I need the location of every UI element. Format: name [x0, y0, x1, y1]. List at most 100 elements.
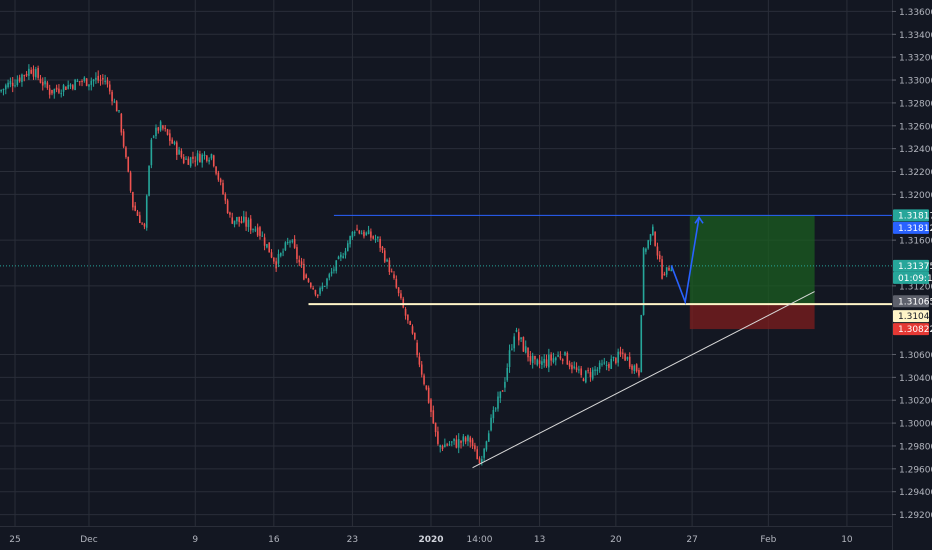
- candle-down: [58, 84, 60, 95]
- candle-body: [203, 154, 206, 157]
- candle-body: [148, 165, 150, 196]
- candle-up: [152, 135, 155, 139]
- candle-body: [460, 440, 462, 443]
- candle-down: [379, 236, 381, 252]
- candle-down: [129, 170, 132, 193]
- candle-body: [584, 370, 587, 383]
- candle-down: [226, 198, 229, 214]
- candle-body: [196, 153, 199, 161]
- candle-body: [104, 80, 106, 82]
- candle-down: [582, 377, 585, 382]
- candle-body: [270, 252, 273, 258]
- candle-down: [529, 351, 532, 365]
- candle-up: [118, 109, 120, 113]
- candle-up: [291, 239, 294, 244]
- candle-down: [256, 223, 259, 238]
- candle-body: [534, 355, 536, 360]
- x-axis: 25 Dec 9 16 23 2020 14:00 13 20 27 Feb 10: [0, 526, 892, 550]
- candle-down: [358, 229, 361, 235]
- candle-down: [108, 80, 111, 95]
- y-tick-label: 1.30000: [899, 420, 932, 430]
- candle-body: [171, 139, 173, 144]
- candle-body: [115, 101, 118, 112]
- candle-body: [92, 79, 95, 82]
- candle-body: [199, 153, 201, 163]
- candle-body: [65, 86, 67, 90]
- candle-body: [189, 157, 192, 167]
- candle-body: [511, 348, 513, 350]
- candle-body: [90, 80, 93, 85]
- candle-body: [658, 254, 661, 260]
- candle-up: [150, 137, 153, 169]
- candle-up: [457, 433, 460, 454]
- price-label-text: 1.31065: [898, 297, 932, 307]
- candle-down: [397, 287, 400, 297]
- candle-body: [256, 227, 259, 236]
- candle-up: [330, 267, 333, 277]
- candle-body: [444, 444, 446, 448]
- candle-up: [487, 430, 490, 442]
- candle-up: [649, 233, 652, 246]
- candle-body: [388, 260, 391, 273]
- candle-body: [550, 354, 552, 361]
- y-tick-label: 1.33400: [899, 31, 932, 41]
- candle-body: [254, 229, 257, 231]
- candle-down: [180, 148, 183, 159]
- candle-up: [596, 367, 599, 375]
- candle-down: [25, 71, 28, 77]
- price-label-bg: [893, 259, 929, 272]
- candle-down: [517, 328, 520, 346]
- candle-body: [494, 408, 497, 410]
- candle-up: [494, 407, 497, 412]
- candle-down: [416, 339, 418, 358]
- candle-body: [120, 113, 123, 133]
- candle-body: [215, 166, 217, 174]
- candle-body: [467, 435, 469, 442]
- candle-up: [485, 440, 488, 452]
- candle-up: [266, 243, 268, 249]
- candle-body: [439, 445, 442, 448]
- candle-body: [106, 80, 109, 85]
- candle-down: [395, 275, 398, 289]
- candle-body: [578, 369, 580, 371]
- candle-body: [531, 355, 534, 364]
- candle-body: [418, 356, 421, 365]
- candle-up: [252, 228, 254, 233]
- candle-body: [587, 370, 589, 372]
- candle-down: [102, 74, 104, 85]
- candle-up: [242, 210, 245, 224]
- candle-down: [423, 373, 425, 386]
- candle-body: [471, 439, 474, 447]
- candle-down: [663, 271, 666, 276]
- x-tick-label: 16: [268, 535, 280, 545]
- y-tick-label: 1.31600: [899, 237, 932, 247]
- candle-body: [413, 332, 416, 339]
- candle-body: [580, 368, 582, 376]
- candle-body: [229, 212, 231, 215]
- candle-body: [125, 147, 127, 158]
- price-label: 1.31812: [893, 221, 932, 234]
- candle-down: [608, 362, 610, 372]
- y-tick-label: 1.33600: [899, 8, 932, 18]
- candle-down: [81, 79, 83, 87]
- candle-down: [478, 456, 481, 464]
- candle-body: [224, 194, 227, 201]
- candle-down: [259, 225, 261, 240]
- candle-up: [321, 282, 324, 292]
- candle-body: [159, 121, 162, 131]
- candle-up: [4, 83, 7, 95]
- candle-body: [152, 136, 155, 138]
- y-tick-label: 1.33000: [899, 77, 932, 87]
- candle-body: [321, 286, 324, 290]
- price-label-bg: [893, 295, 929, 308]
- candle-body: [208, 159, 210, 162]
- price-label: 1.31375: [893, 259, 932, 272]
- candle-up: [35, 66, 37, 80]
- candle-body: [363, 231, 365, 237]
- candle-down: [99, 74, 102, 86]
- candle-down: [175, 140, 178, 160]
- candle-body: [289, 241, 291, 243]
- candle-body: [178, 149, 180, 155]
